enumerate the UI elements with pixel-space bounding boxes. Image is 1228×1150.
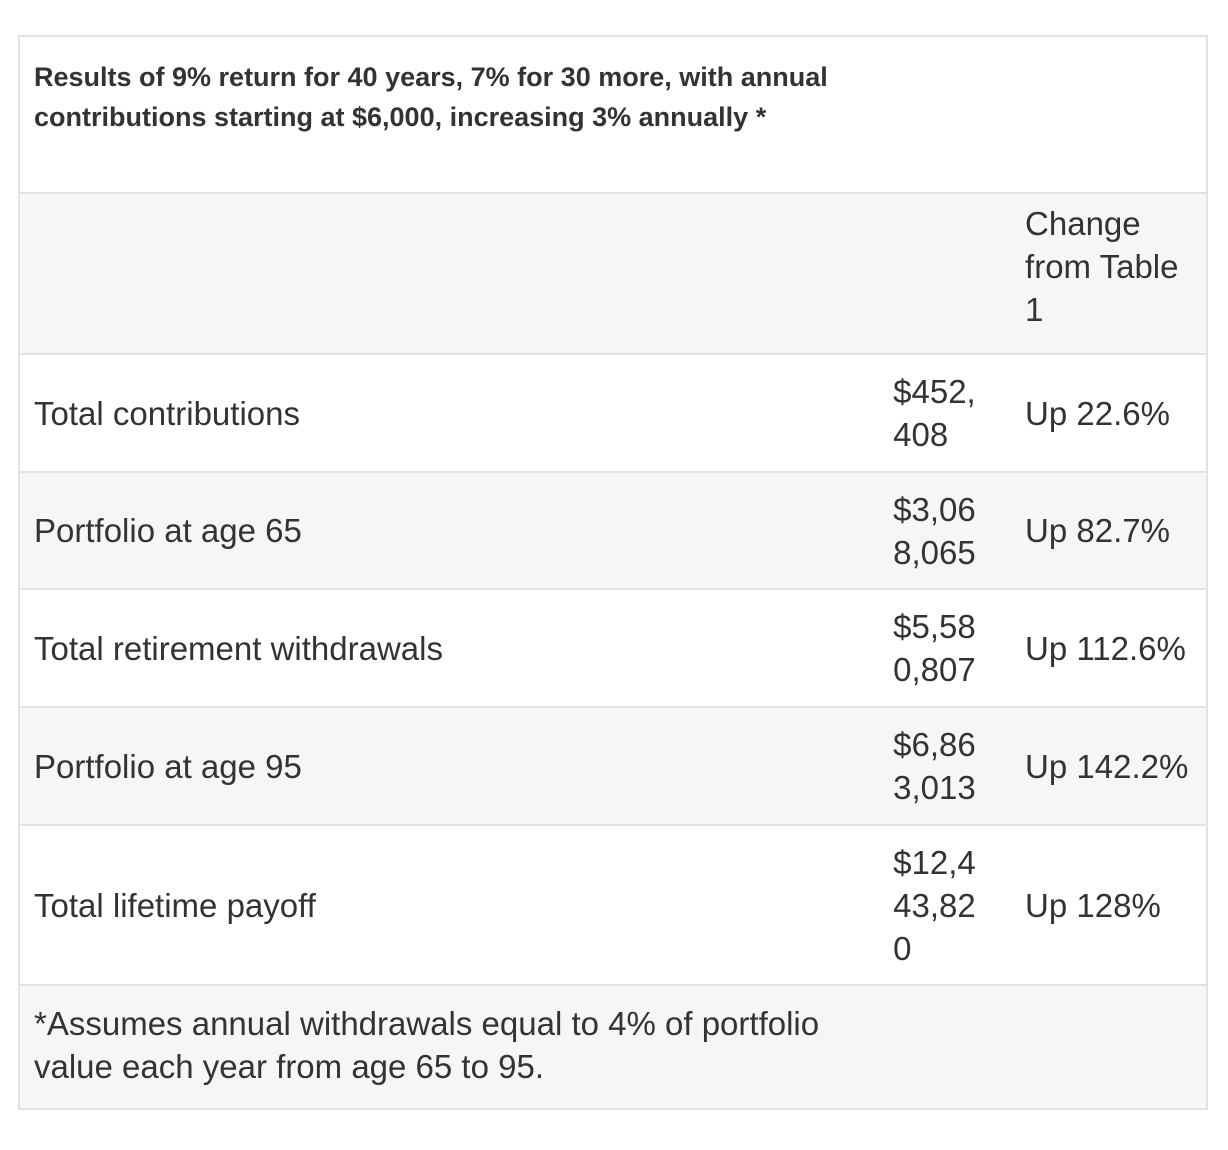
row-change: Up 128% [1021, 825, 1207, 986]
row-value-cell: $452,408 [879, 354, 1022, 473]
table-row: Portfolio at age 65 $3,068,065 Up 82.7% [19, 472, 1207, 590]
caption-cell: Results of 9% return for 40 years, 7% fo… [19, 36, 1207, 194]
footnote-cell: *Assumes annual withdrawals equal to 4% … [19, 985, 1207, 1109]
caption-row: Results of 9% return for 40 years, 7% fo… [19, 36, 1207, 194]
table-caption: Results of 9% return for 40 years, 7% fo… [34, 62, 828, 132]
row-label: Total lifetime payoff [19, 825, 880, 986]
header-row: Change from Table 1 [19, 193, 1207, 355]
header-change-cell: Change from Table 1 [1021, 193, 1207, 355]
table-row: Total contributions $452,408 Up 22.6% [19, 354, 1207, 473]
footnote-row: *Assumes annual withdrawals equal to 4% … [19, 985, 1207, 1109]
row-value-cell: $5,580,807 [879, 589, 1022, 708]
row-value: $6,863,013 [893, 726, 976, 806]
row-value: $3,068,065 [893, 490, 976, 571]
table-row: Portfolio at age 95 $6,863,013 Up 142.2% [19, 707, 1207, 826]
table-row: Total retirement withdrawals $5,580,807 … [19, 589, 1207, 708]
row-label: Portfolio at age 95 [19, 707, 880, 826]
header-value-cell [879, 193, 1022, 355]
row-value-cell: $12,443,820 [879, 825, 1022, 986]
row-label: Portfolio at age 65 [19, 472, 880, 590]
row-label: Total retirement withdrawals [19, 589, 880, 708]
row-change: Up 142.2% [1021, 707, 1207, 826]
row-value: $12,443,820 [893, 843, 976, 967]
header-label-cell [19, 193, 880, 355]
table-footnote: *Assumes annual withdrawals equal to 4% … [34, 1005, 820, 1085]
row-change: Up 82.7% [1021, 472, 1207, 590]
row-label: Total contributions [19, 354, 880, 473]
row-value-cell: $3,068,065 [879, 472, 1022, 590]
row-value: $5,580,807 [893, 608, 976, 688]
table-row: Total lifetime payoff $12,443,820 Up 128… [19, 825, 1207, 986]
row-value-cell: $6,863,013 [879, 707, 1022, 826]
row-change: Up 22.6% [1021, 354, 1207, 473]
results-table: Results of 9% return for 40 years, 7% fo… [18, 35, 1208, 1110]
row-value: $452,408 [893, 373, 976, 453]
row-change: Up 112.6% [1021, 589, 1207, 708]
